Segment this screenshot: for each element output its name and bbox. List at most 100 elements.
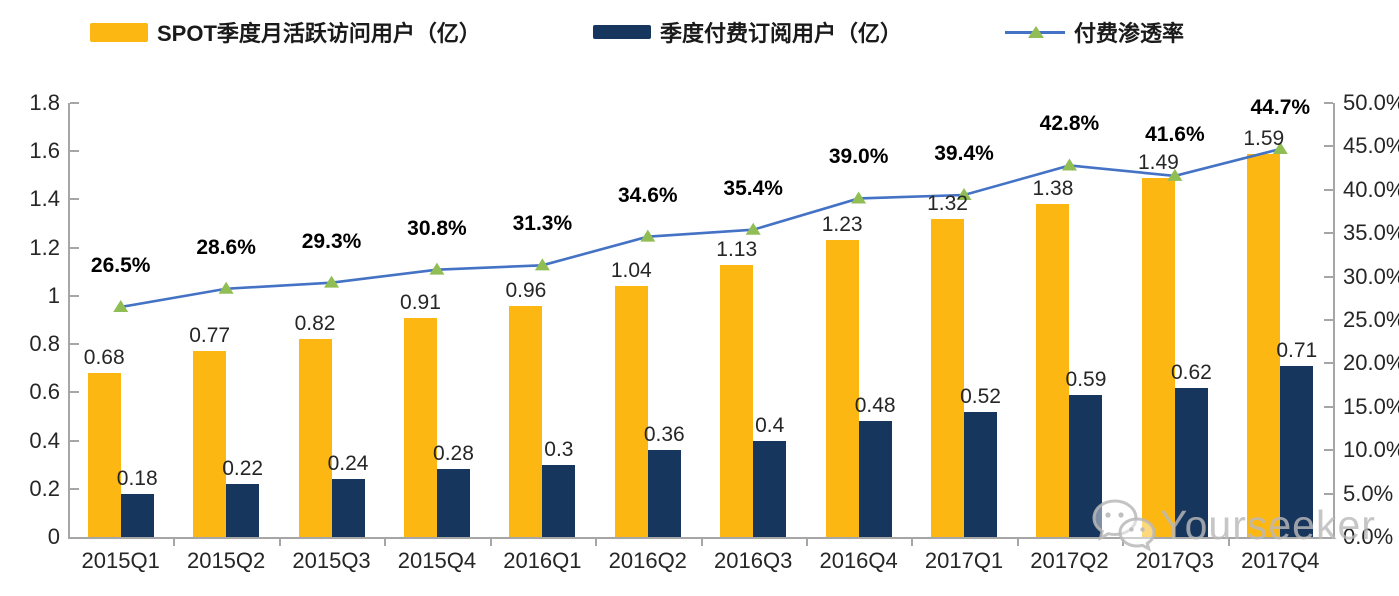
bar-value-label-mau: 0.82: [294, 312, 336, 336]
y2-axis-tick-label: 20.0%: [1343, 350, 1399, 376]
y2-axis-tick-label: 35.0%: [1343, 220, 1399, 246]
bar-value-label-mau: 0.91: [400, 290, 441, 314]
bar-subscribers: [120, 493, 154, 537]
watermark: Yourseeker: [1090, 496, 1376, 554]
y-axis-left: [68, 103, 70, 537]
y-axis-tick: [70, 487, 79, 490]
y-axis-tick: [70, 391, 79, 394]
bar-mau: [193, 351, 227, 537]
bar-value-label-subscribers: 0.28: [433, 442, 474, 466]
bar-value-label-mau: 1.32: [927, 191, 968, 215]
bar-value-label-subscribers: 0.22: [222, 456, 264, 480]
bar-subscribers: [647, 450, 681, 537]
line-point-marker: [1272, 142, 1288, 155]
y2-axis-tick: [1324, 102, 1333, 104]
bar-value-label-subscribers: 0.59: [1065, 367, 1107, 391]
x-axis-tick-label: 2017Q3: [1135, 548, 1215, 573]
y2-axis-tick: [1324, 362, 1333, 365]
bar-subscribers: [331, 479, 365, 537]
bar-subscribers: [1069, 394, 1103, 537]
line-point-marker: [956, 188, 972, 201]
x-axis-tick-label: 2016Q3: [714, 548, 793, 573]
y-axis-right: [1333, 103, 1335, 537]
penetration-value-label: 41.6%: [1145, 122, 1205, 146]
bar-subscribers: [1174, 387, 1208, 537]
bar-value-label-subscribers: 0.48: [854, 394, 896, 418]
bar-subscribers: [542, 464, 576, 537]
penetration-value-label: 34.6%: [618, 183, 678, 207]
bar-value-label-mau: 1.38: [1032, 177, 1074, 201]
x-axis-tick: [1227, 539, 1230, 546]
y2-axis-tick: [1324, 188, 1333, 191]
x-axis-tick-label: 2017Q1: [924, 548, 1004, 573]
bar-subscribers: [858, 421, 892, 537]
bar-subscribers: [753, 440, 787, 537]
watermark-text: Yourseeker: [1160, 501, 1376, 548]
y-axis-tick-label: 1.2: [29, 234, 60, 260]
penetration-value-label: 42.8%: [1039, 112, 1100, 136]
line-point-marker: [851, 191, 867, 204]
bar-value-label-subscribers: 0.52: [960, 384, 1001, 408]
line-point-marker: [640, 229, 656, 242]
bar-value-label-mau: 0.96: [505, 278, 547, 302]
bar-value-label-mau: 1.04: [610, 259, 652, 283]
penetration-value-label: 29.3%: [301, 229, 362, 253]
bar-value-label-subscribers: 0.62: [1170, 360, 1212, 384]
x-axis-tick-label: 2015Q2: [186, 548, 266, 573]
bar-mau: [1141, 177, 1175, 537]
y-axis-tick: [70, 343, 79, 346]
y-axis-tick: [70, 294, 79, 297]
x-axis-tick: [911, 539, 914, 546]
y2-axis-tick: [1324, 145, 1333, 148]
y-axis-tick-label: 1: [47, 282, 60, 308]
bar-value-label-subscribers: 0.3: [544, 437, 574, 461]
penetration-value-label: 39.0%: [828, 145, 889, 169]
line-point-marker: [745, 222, 761, 235]
penetration-value-label: 30.8%: [407, 216, 467, 240]
penetration-line-swatch: [1005, 26, 1065, 38]
x-axis-tick: [278, 539, 281, 546]
bar-value-label-mau: 0.77: [189, 324, 231, 348]
bar-value-label-subscribers: 0.71: [1276, 338, 1318, 362]
x-axis-tick-label: 2017Q2: [1030, 548, 1109, 573]
penetration-value-label: 31.3%: [512, 212, 573, 236]
y2-axis-tick: [1324, 449, 1333, 452]
legend-label-subscribers: 季度付费订阅用户（亿）: [660, 21, 903, 46]
legend-label-penetration: 付费渗透率: [1074, 21, 1185, 46]
x-axis-tick-label: 2015Q1: [81, 548, 160, 573]
y-axis-tick-label: 0.2: [29, 475, 60, 501]
x-axis-tick-label: 2015Q3: [292, 548, 371, 573]
x-axis-tick-label: 2017Q4: [1241, 548, 1320, 573]
bar-value-label-mau: 1.13: [716, 237, 758, 261]
line-point-marker: [113, 299, 129, 312]
line-point-marker: [534, 258, 550, 271]
wechat-icon: [1092, 499, 1156, 552]
x-axis-tick: [700, 539, 703, 546]
line-point-marker: [1061, 158, 1077, 171]
line-point-marker: [429, 262, 445, 275]
x-axis-tick: [595, 539, 598, 546]
y-axis-tick-label: 0.8: [29, 331, 60, 357]
y2-axis-tick-label: 45.0%: [1343, 133, 1399, 159]
bar-subscribers: [964, 411, 998, 537]
x-axis-tick: [489, 539, 492, 546]
x-axis: [68, 537, 1335, 539]
y2-axis-tick-label: 0.0%: [1343, 524, 1394, 549]
penetration-value-label: 28.6%: [196, 235, 256, 259]
x-axis-tick: [1016, 539, 1019, 546]
penetration-value-label: 39.4%: [934, 142, 994, 165]
bar-value-label-mau: 1.49: [1137, 150, 1179, 174]
y-axis-tick: [70, 102, 79, 104]
y2-axis-tick-label: 30.0%: [1343, 263, 1399, 289]
bar-mau: [614, 286, 648, 537]
y-axis-tick: [70, 439, 79, 442]
line-point-marker: [324, 275, 340, 288]
y2-axis-tick: [1324, 232, 1333, 235]
bar-mau: [931, 218, 965, 537]
penetration-value-label: 26.5%: [90, 253, 151, 277]
legend-item-subscribers: 季度付费订阅用户（亿）: [593, 16, 902, 48]
y-axis-tick-label: 1.6: [29, 138, 60, 164]
x-axis-tick: [173, 539, 176, 546]
y-axis-tick-label: 1.4: [29, 186, 60, 212]
